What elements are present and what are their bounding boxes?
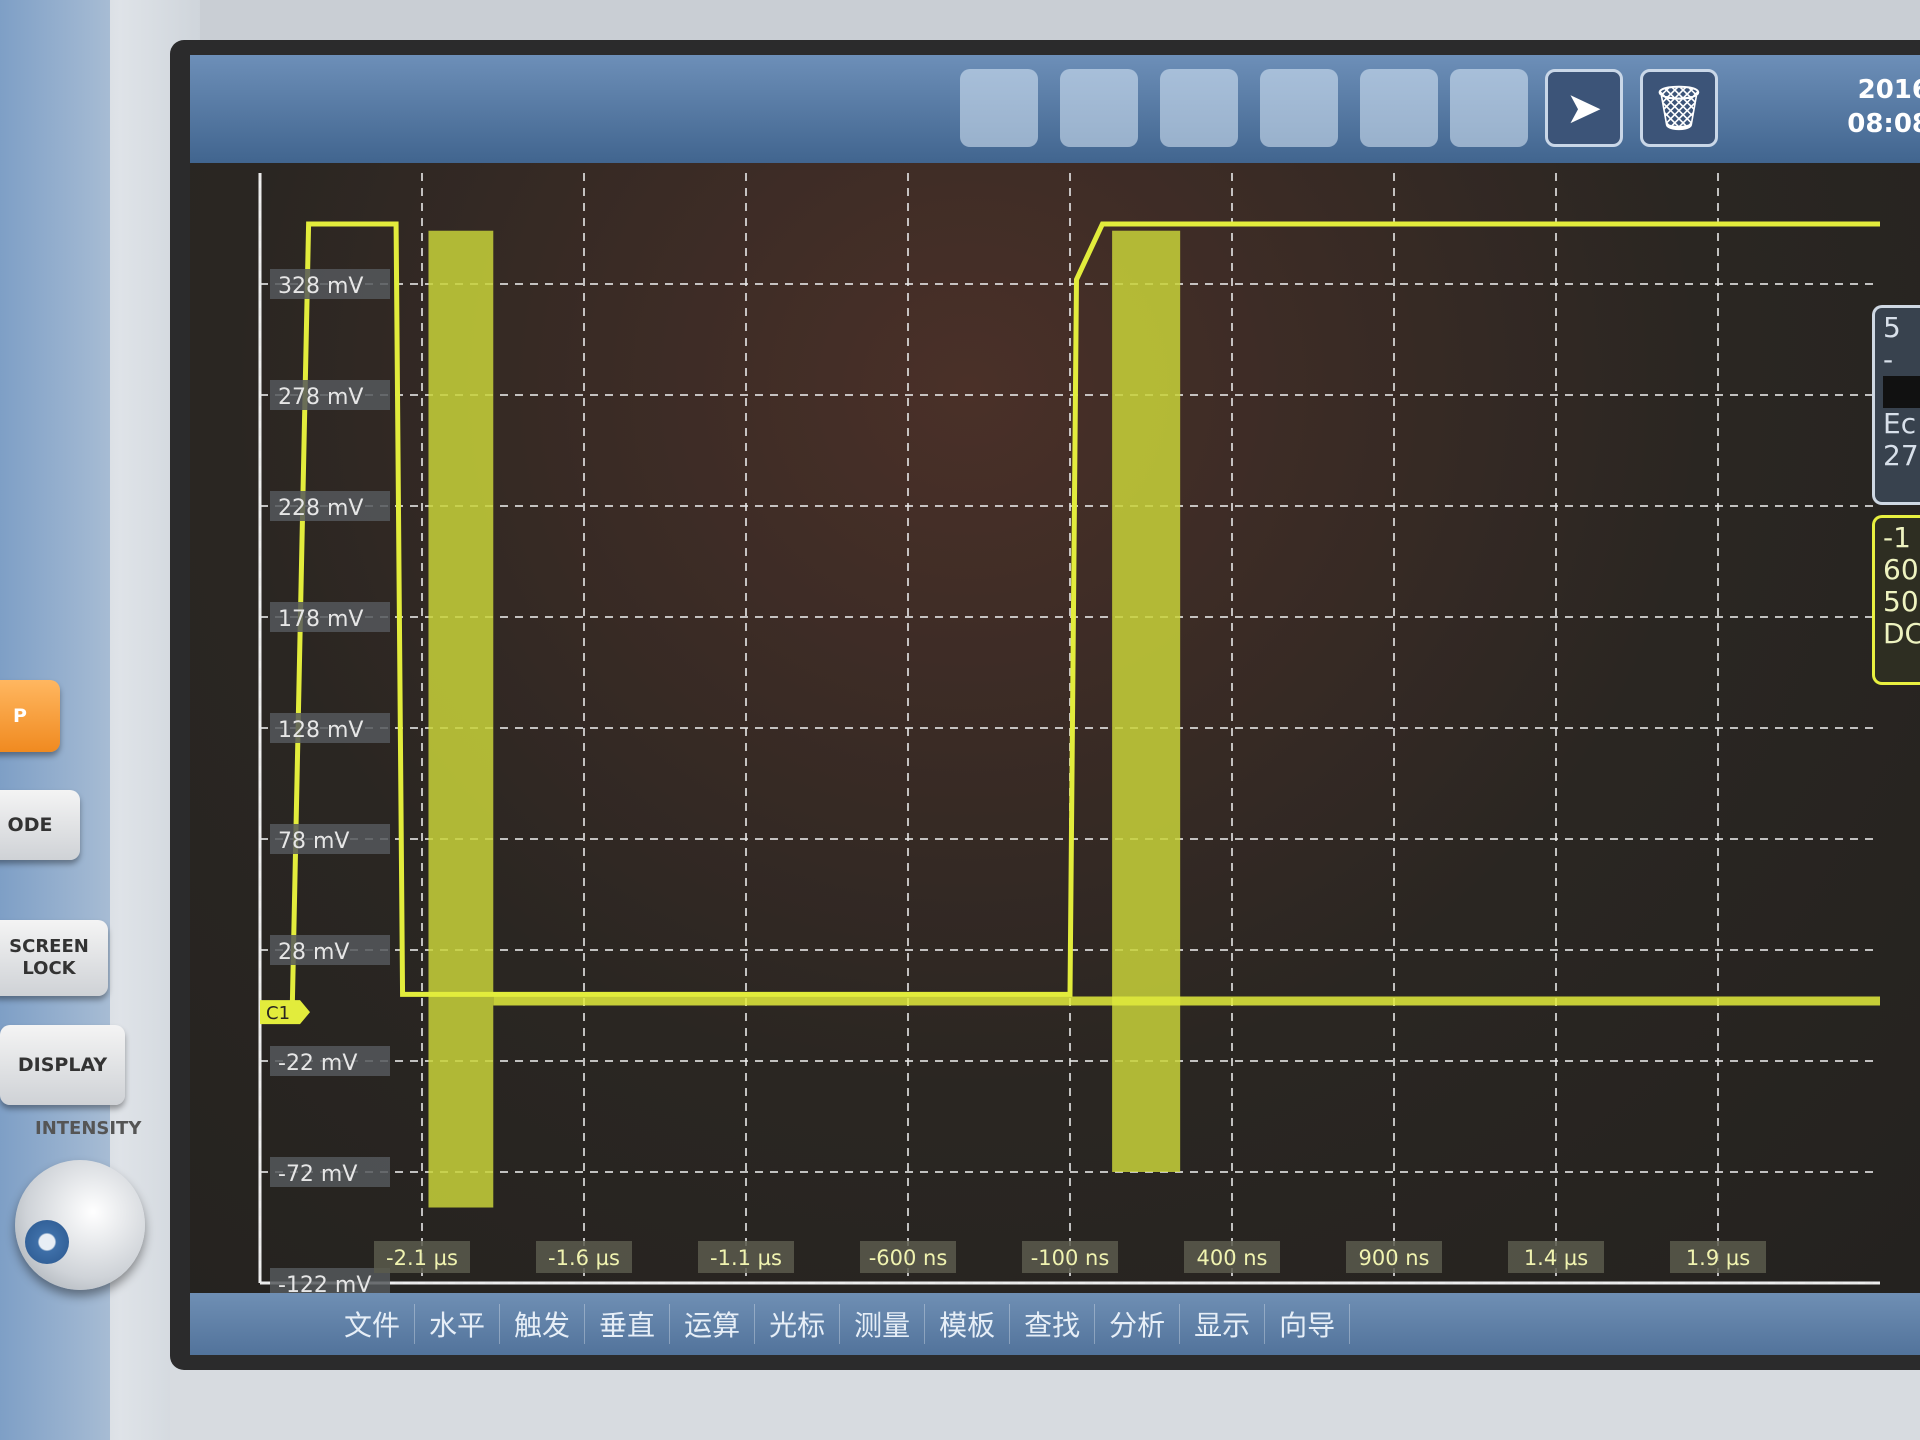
y-tick-label-bg [270, 602, 390, 632]
y-tick-label: 128 mV [278, 718, 363, 743]
y-tick-label-bg [270, 713, 390, 743]
y-tick-label-bg [270, 269, 390, 299]
channel-marker-flag [260, 1000, 310, 1025]
info-line: 5 [1883, 311, 1901, 344]
intensity-label: INTENSITY [35, 1118, 142, 1139]
cursor-arrow-icon: ➤ [1565, 82, 1603, 134]
menu-item[interactable]: 分析 [1095, 1304, 1181, 1344]
y-tick-label-bg [270, 491, 390, 521]
toolbar-button[interactable] [1060, 69, 1138, 147]
x-tick-label-bg [374, 1241, 470, 1273]
intensity-knob[interactable] [15, 1160, 145, 1290]
trash-icon: 🗑 [1651, 83, 1707, 134]
persistence-band [428, 230, 494, 1208]
x-tick-label-bg [1670, 1241, 1766, 1273]
info-line: - [1883, 343, 1894, 376]
menu-item[interactable]: 运算 [670, 1304, 756, 1344]
menu-item[interactable]: 文件 [330, 1304, 416, 1344]
persistence-band [1112, 230, 1181, 1173]
bottom-bezel [170, 1370, 1920, 1440]
x-tick-label: 900 ns [1358, 1246, 1429, 1270]
toolbar-button[interactable] [1160, 69, 1238, 147]
date-time: 2016 08:08 [1847, 73, 1920, 141]
x-tick-label: 1.4 µs [1524, 1246, 1588, 1270]
menu-item[interactable]: 光标 [755, 1304, 841, 1344]
y-tick-label-bg [270, 1046, 390, 1076]
button-label: P [13, 705, 27, 727]
y-tick-label-bg [270, 824, 390, 854]
x-tick-label: 1.9 µs [1686, 1246, 1750, 1270]
toolbar-button[interactable] [960, 69, 1038, 147]
y-tick-label: 228 mV [278, 496, 363, 521]
toolbar-button[interactable] [1260, 69, 1338, 147]
x-tick-label: -600 ns [869, 1246, 948, 1270]
info-line: Ec [1883, 407, 1917, 440]
channel-line: 50 [1883, 585, 1919, 618]
delete-button[interactable]: 🗑 [1640, 69, 1718, 147]
menu-item[interactable]: 测量 [840, 1304, 926, 1344]
menu-item[interactable]: 水平 [415, 1304, 501, 1344]
x-tick-label-bg [1508, 1241, 1604, 1273]
button-label: DISPLAY [17, 1054, 108, 1076]
waveform-trace [289, 221, 1880, 1002]
y-tick-label: -22 mV [278, 1051, 357, 1076]
menu-item[interactable]: 显示 [1180, 1304, 1266, 1344]
y-tick-label-bg [270, 1157, 390, 1187]
y-tick-label: 328 mV [278, 274, 363, 299]
x-tick-label-bg [536, 1241, 632, 1273]
menu-item[interactable]: 向导 [1265, 1304, 1351, 1344]
channel-panel[interactable]: -1 60 50 DC [1872, 515, 1920, 685]
x-tick-label: -100 ns [1031, 1246, 1110, 1270]
info-panel[interactable]: 5 - Ec 27 [1872, 305, 1920, 505]
waveform-chart: C1 328 mV 278 mV 228 mV 178 mV 128 mV 78 mV 28 … [258, 173, 1880, 1293]
channel-marker: C1 [266, 1003, 290, 1024]
y-tick-label-bg [270, 935, 390, 965]
channel-line: 60 [1883, 553, 1919, 586]
x-tick-label-bg [860, 1241, 956, 1273]
x-tick-label-bg [1184, 1241, 1280, 1273]
y-tick-label: 278 mV [278, 385, 363, 410]
button-label: ODE [7, 814, 53, 836]
x-tick-label: -1.6 µs [548, 1246, 620, 1270]
x-tick-label: -1.1 µs [710, 1246, 782, 1270]
pointer-button[interactable]: ➤ [1545, 69, 1623, 147]
date: 2016 [1857, 75, 1920, 105]
screen-lock-button[interactable]: SCREEN LOCK [0, 920, 108, 996]
x-tick-label-bg [698, 1241, 794, 1273]
channel-line: -1 [1883, 521, 1911, 554]
time: 08:08 [1847, 109, 1920, 139]
y-tick-label: -122 mV [278, 1273, 371, 1293]
waveform-plot[interactable]: C1 328 mV 278 mV 228 mV 178 mV 128 mV 78 mV 28 … [190, 163, 1920, 1293]
menu-item[interactable]: 查找 [1010, 1304, 1096, 1344]
x-tick-label: -2.1 µs [386, 1246, 458, 1270]
toolbar-button[interactable] [1450, 69, 1528, 147]
channel-line: DC [1883, 617, 1920, 650]
y-tick-label: 78 mV [278, 829, 349, 854]
toolbar-button[interactable] [1360, 69, 1438, 147]
menu-item[interactable]: 模板 [925, 1304, 1011, 1344]
menu-bar: 文件 水平 触发 垂直 运算 光标 测量 模板 查找 分析 显示 向导 [190, 1293, 1920, 1355]
y-tick-label: -72 mV [278, 1162, 357, 1187]
run-stop-button[interactable]: P [0, 680, 60, 752]
toolbar: ➤ 🗑 2016 08:08 [190, 55, 1920, 163]
x-tick-label-bg [1346, 1241, 1442, 1273]
mode-button[interactable]: ODE [0, 790, 80, 860]
button-label: SCREEN LOCK [9, 936, 89, 979]
x-tick-label: 400 ns [1196, 1246, 1267, 1270]
oscilloscope-screen: ➤ 🗑 2016 08:08 C1 328 mV 278 mV 228 mV 178 m… [190, 55, 1920, 1355]
menu-item[interactable]: 触发 [500, 1304, 586, 1344]
menu-item[interactable]: 垂直 [585, 1304, 671, 1344]
display-button[interactable]: DISPLAY [0, 1025, 125, 1105]
knob-indicator [25, 1220, 69, 1264]
info-line [1883, 376, 1920, 408]
x-tick-label-bg [1022, 1241, 1118, 1273]
y-tick-label: 28 mV [278, 940, 349, 965]
y-tick-label-bg [270, 380, 390, 410]
y-tick-label-bg [270, 1268, 390, 1293]
info-line: 27 [1883, 439, 1919, 472]
y-tick-label: 178 mV [278, 607, 363, 632]
